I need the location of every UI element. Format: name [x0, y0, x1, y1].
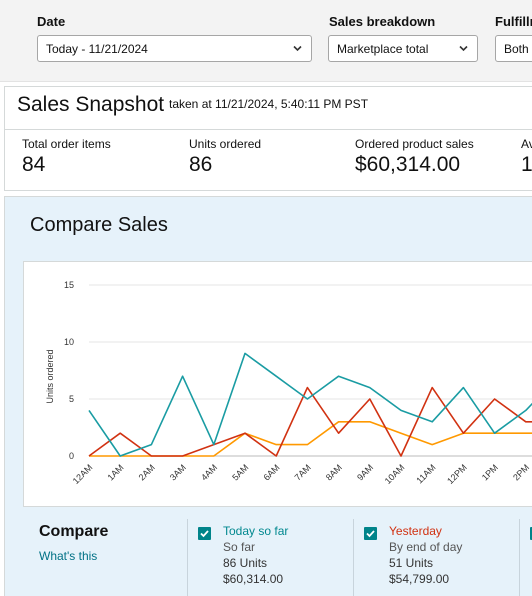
- series-line: [88, 386, 532, 457]
- legend-sub: By end of day: [389, 540, 463, 554]
- chart-svg: 0 5 10 15 Units ordered 12AM 1AM 2AM 3AM 4AM 5AM 6A…: [45, 280, 532, 486]
- x-tick-label: 10AM: [383, 462, 407, 486]
- y-tick-label: 0: [69, 451, 74, 461]
- more-checkbox[interactable]: [530, 527, 532, 540]
- date-select-value: Today - 11/21/2024: [46, 42, 148, 56]
- y-axis-title: Units ordered: [45, 349, 55, 403]
- metric-total-order-items: Total order items 84: [22, 137, 111, 177]
- fulfillment-filter: Fulfillm: [495, 14, 532, 30]
- x-tick-label: 2PM: [511, 462, 531, 482]
- x-tick-label: 9AM: [355, 462, 375, 482]
- checkmark-icon: [200, 530, 209, 538]
- fulfillment-select-value: Both (A: [504, 42, 532, 56]
- whats-this-link[interactable]: What's this: [39, 549, 98, 563]
- x-tick-label: 1AM: [105, 462, 125, 482]
- yesterday-checkbox[interactable]: [364, 527, 377, 540]
- x-tick-label: 4AM: [199, 462, 219, 482]
- units-ordered-chart: 0 5 10 15 Units ordered 12AM 1AM 2AM 3AM 4AM 5AM 6A…: [23, 261, 532, 507]
- checkmark-icon: [366, 530, 375, 538]
- date-select[interactable]: Today - 11/21/2024: [37, 35, 312, 62]
- metric-label: Av: [521, 137, 532, 151]
- breakdown-filter: Sales breakdown: [329, 14, 435, 30]
- legend-sales: $60,314.00: [223, 572, 284, 586]
- y-tick-label: 10: [64, 337, 74, 347]
- date-filter: Date: [37, 14, 65, 30]
- x-tick-label: 11AM: [414, 462, 437, 485]
- x-tick-label: 1PM: [480, 462, 500, 482]
- metric-value: 1: [521, 153, 532, 176]
- metric-value: $60,314.00: [355, 153, 461, 176]
- snapshot-title: Sales Snapshot: [17, 93, 165, 116]
- metric-label: Ordered product sales: [355, 137, 474, 151]
- metric-value: 86: [189, 153, 213, 176]
- fulfillment-select[interactable]: Both (A: [495, 35, 532, 62]
- date-filter-label: Date: [37, 14, 66, 29]
- legend-name: Yesterday: [389, 524, 442, 538]
- compare-sales-title: Compare Sales: [30, 214, 168, 236]
- x-tick-label: 8AM: [324, 462, 344, 482]
- fulfillment-filter-label: Fulfillm: [495, 14, 532, 29]
- metric-label: Total order items: [22, 137, 111, 151]
- legend-units: 51 Units: [389, 556, 434, 570]
- x-tick-label: 3AM: [168, 462, 188, 482]
- filter-bar: Date Today - 11/21/2024 Sales breakdown …: [0, 0, 532, 82]
- x-tick-label: 6AM: [261, 462, 281, 482]
- series-line: [88, 352, 532, 457]
- x-tick-label: 2AM: [137, 462, 157, 482]
- y-tick-label: 5: [69, 394, 74, 404]
- legend-text: Yesterday By end of day 51 Units $54,799…: [389, 523, 462, 587]
- metric-label: Units ordered: [189, 137, 262, 151]
- legend-text: Today so far So far 86 Units $60,314.00: [223, 523, 288, 587]
- snapshot-timestamp: taken at 11/21/2024, 5:40:11 PM PST: [169, 97, 369, 111]
- x-tick-label: 5AM: [230, 462, 250, 482]
- breakdown-select-value: Marketplace total: [337, 42, 429, 56]
- compare-legend: Compare What's this: [39, 523, 108, 563]
- x-tick-label: 12PM: [445, 462, 469, 486]
- legend-divider: [519, 519, 520, 596]
- breakdown-filter-label: Sales breakdown: [329, 14, 436, 29]
- legend-divider: [353, 519, 354, 596]
- metric-units-ordered: Units ordered 86: [189, 137, 261, 177]
- compare-sales-panel: Compare Sales 0 5 10 15 Units ordered 12AM 1AM…: [4, 196, 532, 596]
- chevron-down-icon: [459, 45, 468, 52]
- today-checkbox[interactable]: [198, 527, 211, 540]
- metric-value: 84: [22, 153, 46, 176]
- x-tick-label: 7AM: [293, 462, 313, 482]
- sales-snapshot-card: Sales Snapshot taken at 11/21/2024, 5:40…: [4, 86, 532, 191]
- breakdown-select[interactable]: Marketplace total: [328, 35, 478, 62]
- series-line: [89, 421, 532, 457]
- chevron-down-icon: [293, 45, 302, 52]
- legend-sales: $54,799.00: [389, 572, 450, 586]
- snapshot-divider: [5, 129, 532, 130]
- metric-ordered-product-sales: Ordered product sales $60,314.00: [355, 137, 474, 177]
- legend-divider: [187, 519, 188, 596]
- legend-units: 86 Units: [223, 556, 268, 570]
- y-tick-label: 15: [64, 280, 74, 290]
- metric-average: Av 1: [521, 137, 532, 177]
- compare-legend-title: Compare: [39, 523, 109, 540]
- legend-name: Today so far: [223, 524, 289, 538]
- x-tick-label: 12AM: [71, 462, 95, 486]
- legend-sub: So far: [223, 540, 256, 554]
